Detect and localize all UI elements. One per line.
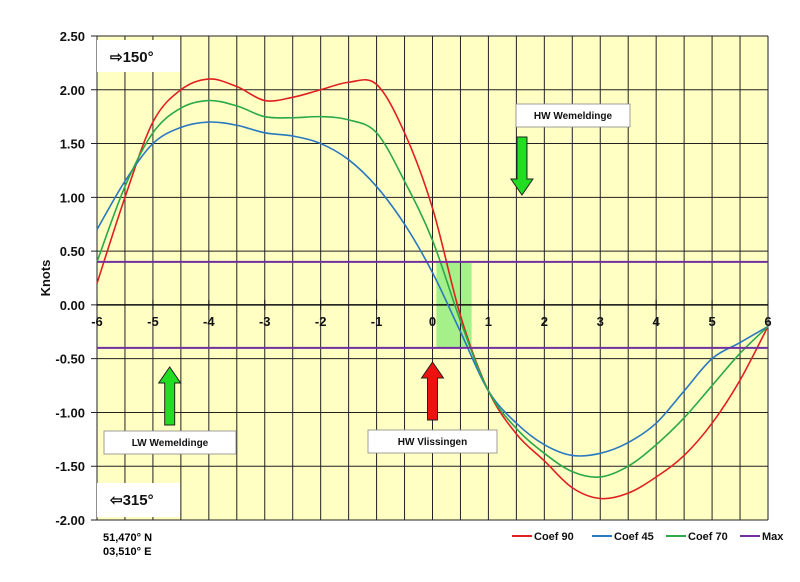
annotation-label: HW Wemeldinge	[534, 111, 613, 122]
longitude-label: 03,510° E	[103, 546, 151, 558]
y-tick-label: -2.00	[55, 513, 85, 528]
arrow-up-icon	[420, 361, 445, 421]
x-tick-label: -4	[203, 314, 215, 329]
x-tick-label: 5	[708, 314, 715, 329]
y-tick-label: 2.00	[60, 83, 85, 98]
y-tick-label: -0.50	[55, 352, 85, 367]
annotation-box	[515, 103, 631, 128]
arrow-up-icon	[157, 366, 182, 426]
arrow-down-icon	[510, 136, 534, 196]
legend-label: Coef 90	[534, 531, 574, 543]
y-tick-label: -1.00	[55, 405, 85, 420]
legend-label: Coef 70	[688, 531, 728, 543]
x-tick-label: -5	[147, 314, 159, 329]
x-tick-label: 1	[485, 314, 492, 329]
annotation-box	[103, 430, 237, 455]
series-coef-90-line	[96, 78, 769, 500]
series-coef-45-line	[96, 121, 769, 457]
annotation-label: LW Wemeldinge	[132, 438, 209, 449]
x-tick-label: 4	[653, 314, 661, 329]
x-tick-label: 0	[429, 314, 436, 329]
legend: Coef 90 Coef 45 Coef 70 Max	[512, 531, 784, 543]
x-tick-label: -3	[259, 314, 271, 329]
x-tick-label: 2	[541, 314, 548, 329]
latitude-label: 51,470° N	[103, 532, 152, 544]
x-tick-label: -6	[91, 314, 103, 329]
y-tick-label: 2.50	[60, 29, 85, 44]
annotation-label: HW Vlissingen	[398, 437, 467, 448]
x-tick-label: 3	[597, 314, 604, 329]
y-tick-label: 0.50	[60, 244, 85, 259]
x-tick-label: 6	[764, 314, 771, 329]
legend-label: Coef 45	[614, 531, 654, 543]
flood-direction-label: ⇨150°	[110, 49, 154, 66]
flood-direction-box	[97, 40, 180, 72]
x-tick-label: -2	[315, 314, 327, 329]
series-coef-70-line	[96, 99, 769, 478]
y-tick-label: 1.50	[60, 137, 85, 152]
ebb-direction-box	[97, 483, 180, 517]
y-axis-label: Knots	[38, 260, 53, 297]
y-tick-label: -1.50	[55, 459, 85, 474]
y-tick-label: 1.00	[60, 190, 85, 205]
ebb-direction-label: ⇦315°	[109, 492, 154, 509]
x-tick-label: -1	[371, 314, 383, 329]
annotation-box	[367, 429, 498, 454]
legend-label: Max	[762, 531, 784, 543]
y-tick-label: 0.00	[60, 298, 85, 313]
